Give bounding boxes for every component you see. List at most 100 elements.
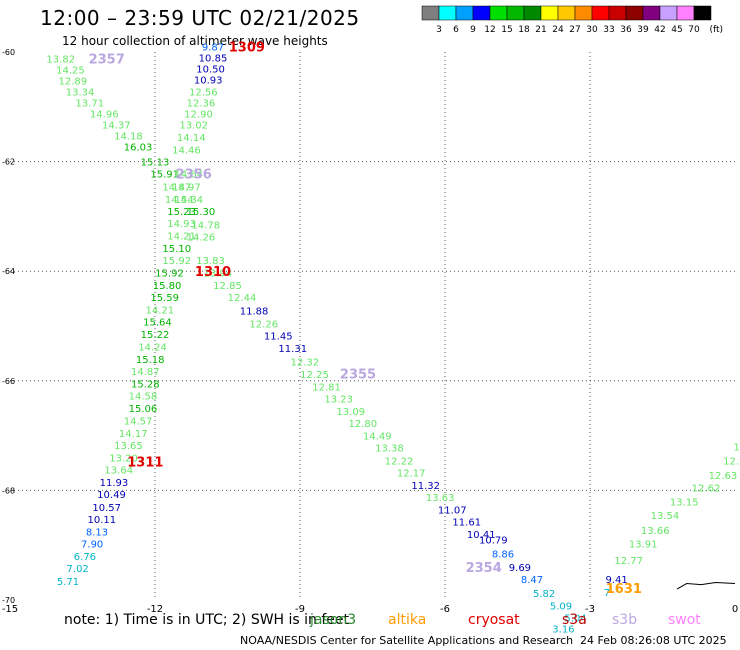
colorbar-tick-label: 33	[603, 25, 614, 35]
wave-height-label: 15.06	[129, 404, 158, 415]
y-tick-label: -70	[2, 596, 15, 605]
wave-height-label: 12.22	[385, 456, 414, 467]
track-id-label: 1309	[229, 41, 265, 56]
wave-height-label: 11.45	[264, 331, 293, 342]
wave-height-label: 13.38	[375, 444, 404, 455]
wave-height-label: 14.18	[114, 131, 143, 142]
wave-height-label: 15.92	[162, 256, 191, 267]
wave-height-label: 15.64	[143, 318, 172, 329]
coastline	[676, 581, 736, 590]
wave-height-label: 11.93	[100, 478, 129, 489]
y-tick-label: -60	[2, 48, 15, 57]
wave-height-label: 13.09	[336, 407, 365, 418]
wave-height-label: 12.77	[614, 556, 643, 567]
wave-height-label: 12.36	[187, 98, 216, 109]
x-tick-label: -15	[2, 604, 18, 615]
legend-item-altika: altika	[388, 612, 427, 628]
colorbar-unit: (ft)	[709, 25, 723, 35]
wave-height-label: 13.34	[66, 87, 95, 98]
colorbar-tick-label: 18	[518, 25, 530, 35]
wave-height-label: 14.78	[191, 221, 220, 232]
wave-height-label: 6.76	[74, 552, 96, 563]
wave-height-colorbar: 3 6 9 12 15 18 21 24 27 30 33 36 39 42 45 70 (ft)	[421, 5, 723, 35]
colorbar-swatch	[693, 5, 712, 21]
y-tick-label: -62	[2, 158, 15, 167]
wave-height-label: 7.02	[67, 564, 89, 575]
wave-height-label: 13.63	[426, 493, 455, 504]
colorbar-tick-label: 12	[484, 25, 495, 35]
wave-height-label: 15.13	[141, 158, 170, 169]
wave-height-label: 10.50	[196, 64, 225, 75]
wave-height-label: 10.11	[88, 515, 117, 526]
wave-height-label: 10.85	[199, 53, 228, 64]
wave-height-label: 12.85	[213, 281, 242, 292]
wave-height-label: 12.90	[184, 109, 213, 120]
colorbar-tick-label: 27	[569, 25, 580, 35]
y-tick-label: -68	[2, 486, 15, 495]
x-tick-label: 0	[732, 604, 738, 615]
generated-timestamp: 24 Feb 08:26:08 UTC 2025	[580, 634, 727, 647]
wave-height-label: 14.46	[172, 146, 201, 157]
colorbar-tick-label: 30	[586, 25, 598, 35]
wave-height-label: 12.56	[189, 87, 218, 98]
wave-height-label: 15.18	[136, 355, 165, 366]
wave-height-label: 14.64	[175, 170, 204, 181]
wave-height-label: 9.69	[509, 563, 531, 574]
colorbar-tick-label: 45	[671, 25, 682, 35]
wave-height-label: 13	[733, 443, 740, 454]
wave-height-label: 9.41	[605, 575, 627, 586]
wave-height-label: 14.21	[167, 232, 196, 243]
wave-height-label: 13.91	[629, 540, 658, 551]
wave-height-label: 5.09	[550, 601, 572, 612]
credit-line: NOAA/NESDIS Center for Satellite Applica…	[240, 634, 574, 647]
x-tick-label: -9	[295, 604, 305, 615]
wave-height-label: 5.71	[57, 577, 79, 588]
track-id-label: 1310	[195, 265, 231, 280]
wave-height-label: 10.49	[97, 490, 126, 501]
wave-height-label: 8.13	[86, 528, 108, 539]
wave-height-label: 14.93	[167, 219, 196, 230]
wave-height-label: 11.31	[278, 344, 307, 355]
wave-height-label: 13.71	[75, 98, 104, 109]
wave-height-label: 8.86	[492, 549, 514, 560]
wave-height-label: 14.87	[162, 182, 191, 193]
wave-height-label: 5.04	[564, 614, 586, 625]
wave-height-label: 14.58	[129, 392, 158, 403]
wave-height-label: 12.32	[291, 358, 320, 369]
chart-subtitle: 12 hour collection of altimeter wave hei…	[62, 34, 328, 48]
wave-height-label: 15.59	[150, 293, 179, 304]
track-id-label: 2356	[176, 168, 212, 183]
wave-height-label: 13.15	[670, 497, 699, 508]
track-id-label: 2357	[89, 53, 125, 68]
colorbar-tick-label: 21	[535, 25, 546, 35]
wave-height-label: 13.54	[651, 511, 680, 522]
y-tick-label: -64	[2, 267, 15, 276]
x-tick-label: -12	[147, 604, 163, 615]
wave-height-label: 13.83	[196, 256, 225, 267]
wave-height-label: 15.10	[162, 244, 191, 255]
wave-height-label: 10.93	[194, 75, 223, 86]
colorbar-tick-label: 9	[470, 25, 476, 35]
wave-height-label: 14.17	[119, 429, 148, 440]
colorbar-tick-label: 3	[436, 25, 442, 35]
wave-height-label: 14.57	[124, 416, 153, 427]
legend-item-jason3: jason3	[310, 612, 357, 628]
wave-height-label: 14.26	[187, 233, 216, 244]
wave-height-label: 11.07	[438, 506, 467, 517]
wave-height-label: 14.97	[172, 182, 201, 193]
track-id-label: 1631	[606, 582, 642, 597]
colorbar-tick-label: 42	[654, 25, 665, 35]
colorbar-tick-label: 6	[453, 25, 459, 35]
wave-height-label: 14.21	[146, 306, 175, 317]
wave-height-label: 14.49	[363, 432, 392, 443]
chart-title: 12:00 – 23:59 UTC 02/21/2025	[40, 6, 360, 30]
track-id-label: 1311	[127, 455, 163, 470]
colorbar-tick-label: 15	[501, 25, 512, 35]
wave-height-label: 14.87	[131, 367, 160, 378]
wave-height-label: 7	[604, 588, 610, 599]
wave-height-label: 14.54	[165, 195, 194, 206]
legend-item-cryosat: cryosat	[468, 612, 520, 628]
wave-height-label: 15.80	[153, 281, 182, 292]
wave-height-label: 15.30	[187, 207, 216, 218]
